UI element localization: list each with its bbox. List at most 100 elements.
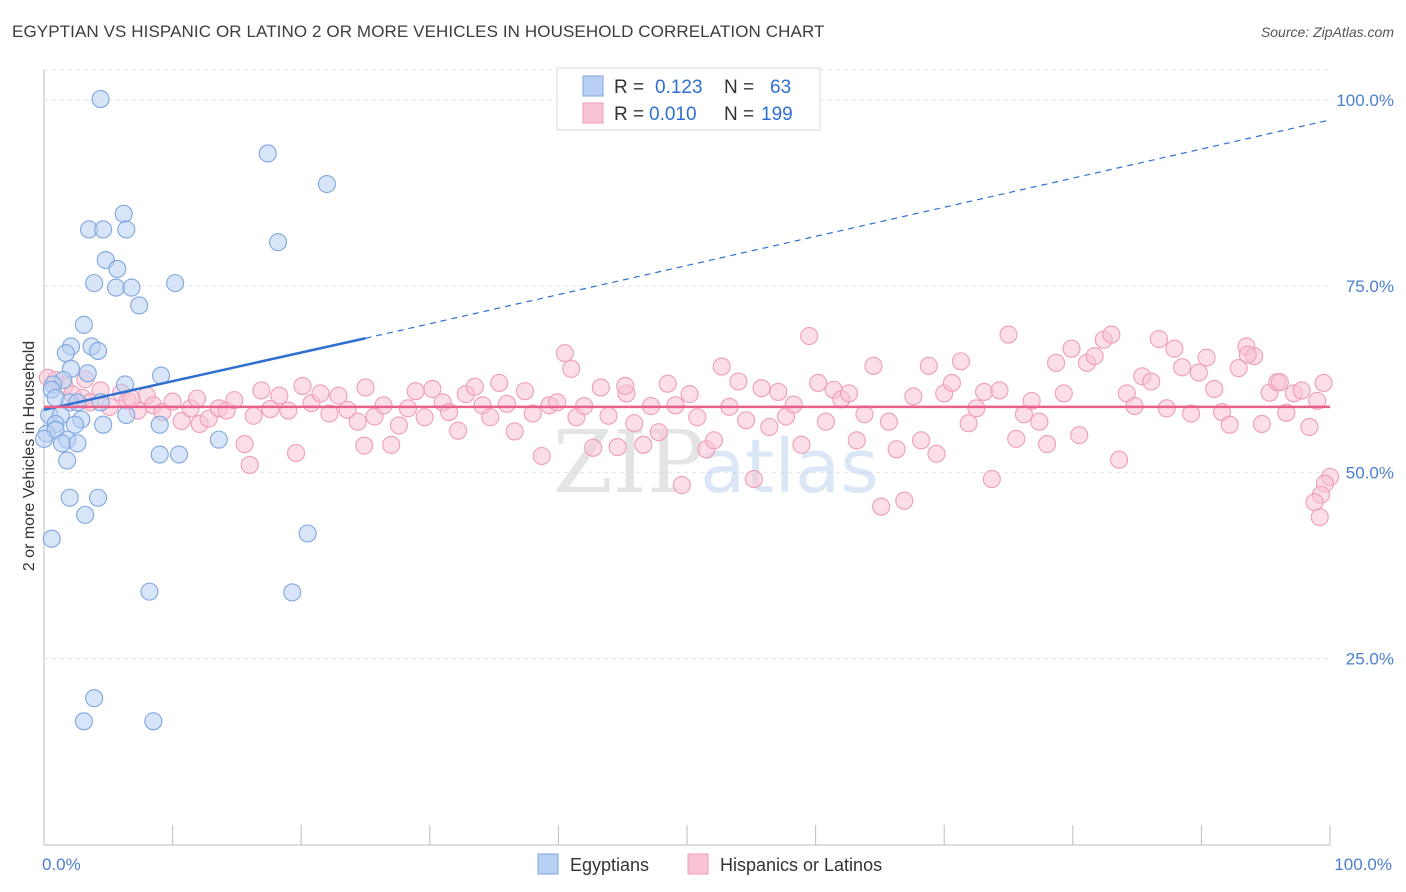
egyptians-point xyxy=(117,405,136,425)
hispanics-point xyxy=(584,438,603,457)
y-ticks: 25.0% 50.0% 75.0% 100.0% xyxy=(1336,91,1394,669)
egyptians-point xyxy=(94,415,113,434)
hispanics-point xyxy=(1308,391,1327,410)
hispanics-point xyxy=(800,326,819,346)
hispanics-point xyxy=(760,417,779,436)
hispanics-point xyxy=(634,435,653,454)
egyptians-point xyxy=(34,429,54,448)
hispanics-point xyxy=(809,373,828,393)
hispanics-point xyxy=(1007,429,1026,448)
egyptians-point xyxy=(74,712,93,731)
legend-n-value-1: 63 xyxy=(770,77,791,98)
bottom-legend-swatch-egyptians xyxy=(537,853,559,875)
egyptians-point xyxy=(209,430,228,449)
hispanics-point xyxy=(816,412,835,431)
hispanics-point xyxy=(990,381,1009,400)
egyptians-point xyxy=(94,220,113,239)
chart-title: EGYPTIAN VS HISPANIC OR LATINO 2 OR MORE… xyxy=(12,22,825,41)
egyptians-point xyxy=(140,582,159,601)
egyptians-point xyxy=(317,174,336,194)
legend-r-label-2: R = xyxy=(614,104,644,125)
egyptians-point xyxy=(106,278,126,297)
hispanics-point xyxy=(712,357,731,376)
hispanics-point xyxy=(1142,372,1161,391)
hispanics-point xyxy=(919,356,938,375)
hispanics-point xyxy=(975,382,994,401)
hispanics-point xyxy=(999,325,1018,344)
hispanics-point xyxy=(320,404,339,423)
hispanics-point xyxy=(523,404,542,423)
hispanics-point xyxy=(680,385,699,404)
hispanics-point xyxy=(515,382,535,401)
hispanics-point xyxy=(465,377,484,396)
hispanics-point xyxy=(225,391,244,410)
hispanics-point xyxy=(1157,399,1176,418)
hispanics-point xyxy=(658,374,677,393)
hispanics-point xyxy=(591,378,610,397)
hispanics-point xyxy=(548,393,567,412)
y-tick-label: 75.0% xyxy=(1346,277,1394,296)
legend-n-label-1: N = xyxy=(724,77,754,98)
hispanics-point xyxy=(338,400,357,419)
hispanics-point xyxy=(1310,508,1329,527)
hispanics-point xyxy=(481,408,500,427)
hispanics-point xyxy=(1238,345,1257,364)
hispanics-point xyxy=(449,421,468,440)
hispanics-point xyxy=(382,435,401,454)
egyptians-trend-line xyxy=(43,337,366,412)
hispanics-point xyxy=(704,431,724,450)
hispanics-point xyxy=(942,373,961,393)
egyptians-point xyxy=(166,274,185,293)
y-tick-label: 25.0% xyxy=(1346,650,1394,669)
hispanics-point xyxy=(895,491,914,510)
hispanics-point xyxy=(1070,426,1089,445)
hispanics-point xyxy=(356,378,375,397)
hispanics-point xyxy=(959,414,978,433)
egyptians-point xyxy=(76,505,95,524)
hispanics-point xyxy=(872,497,891,516)
legend-swatch-hispanics xyxy=(582,102,604,124)
hispanics-point xyxy=(244,406,263,425)
legend-r-value-2: 0.010 xyxy=(649,104,697,125)
trend-lines xyxy=(43,119,1331,412)
hispanics-point xyxy=(744,470,763,489)
hispanics-point xyxy=(423,379,442,398)
hispanics-point xyxy=(532,446,551,466)
egyptians-point xyxy=(169,445,189,464)
legend-swatch-egyptians xyxy=(582,75,604,97)
x-tick-label-max: 100.0% xyxy=(1334,855,1392,874)
hispanics-point xyxy=(490,373,509,393)
egyptians-point xyxy=(108,259,127,279)
hispanics-point xyxy=(927,444,946,463)
hispanics-point xyxy=(406,382,425,401)
egyptians-point xyxy=(85,689,104,708)
hispanics-point xyxy=(555,344,574,363)
hispanics-point xyxy=(398,399,417,418)
hispanics-point xyxy=(1054,384,1073,403)
hispanics-point xyxy=(1182,404,1201,423)
hispanics-point xyxy=(1197,348,1216,367)
hispanics-point xyxy=(608,438,627,457)
hispanics-point xyxy=(1110,450,1129,469)
egyptians-point xyxy=(283,583,302,602)
hispanics-point xyxy=(1047,353,1066,372)
egyptians-point xyxy=(114,204,133,223)
hispanics-point xyxy=(562,359,581,378)
hispanics-point xyxy=(293,376,312,396)
hispanics-point xyxy=(415,408,434,427)
hispanics-point xyxy=(1292,381,1311,400)
hispanics-point xyxy=(1189,363,1208,382)
egyptians-point xyxy=(58,451,77,470)
legend-n-label-2: N = xyxy=(724,104,754,125)
hispanics-point xyxy=(1173,358,1192,377)
hispanics-point xyxy=(172,411,191,431)
legend: R = 0.123 N = 63 R = 0.010 N = 199 xyxy=(556,67,821,131)
hispanics-point xyxy=(951,352,970,371)
hispanics-point xyxy=(784,395,803,414)
hispanics-point xyxy=(752,379,771,398)
hispanics-point xyxy=(599,406,618,425)
y-tick-label: 100.0% xyxy=(1336,91,1394,110)
egyptians-point xyxy=(150,445,169,464)
hispanics-point xyxy=(1300,417,1319,436)
